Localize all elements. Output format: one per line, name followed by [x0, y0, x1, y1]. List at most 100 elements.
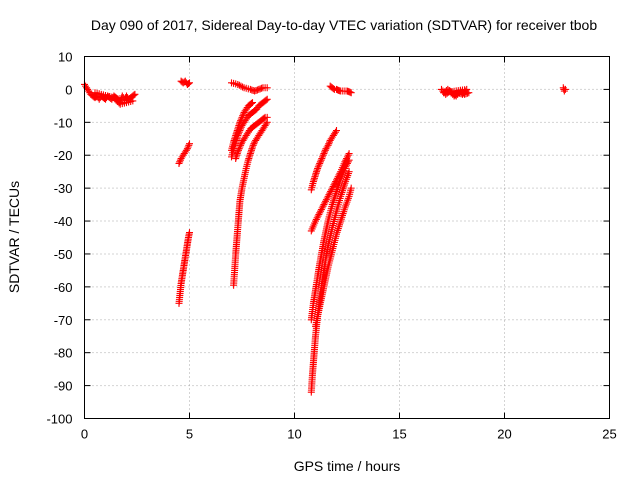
data-point: [235, 130, 242, 138]
data-point: [313, 214, 321, 222]
data-point: [319, 202, 327, 210]
data-point: [329, 85, 337, 93]
data-point: [249, 143, 256, 151]
series-pass-6: [228, 79, 271, 95]
data-point: [330, 195, 338, 203]
data-point: [326, 189, 334, 197]
data-point: [237, 141, 245, 149]
data-point: [324, 192, 332, 200]
data-point: [345, 150, 353, 158]
x-tick-label: 20: [497, 427, 511, 442]
data-point: [316, 159, 324, 167]
data-point: [321, 146, 329, 154]
x-tick-label: 5: [186, 427, 193, 442]
data-point: [343, 159, 351, 167]
data-point: [342, 163, 350, 171]
data-point: [176, 158, 184, 166]
data-point: [330, 181, 338, 189]
y-tick-label: -40: [54, 214, 73, 229]
data-point: [315, 210, 323, 218]
data-point: [263, 84, 271, 92]
data-point: [237, 125, 245, 133]
x-tick-label: 0: [81, 427, 88, 442]
y-tick-label: -70: [54, 313, 73, 328]
data-point: [234, 80, 242, 88]
data-point: [347, 89, 355, 97]
y-tick-label: -100: [46, 412, 72, 427]
axis-ticks: 10 0 -10 -20 -30 -40 -50 -60 -70 -80 -90 -100 0 5 10 15…: [46, 50, 616, 442]
data-point: [341, 164, 349, 172]
data-point: [182, 146, 190, 154]
data-point: [130, 91, 138, 99]
series-pass-11: [326, 82, 355, 97]
y-tick-label: 10: [58, 50, 72, 65]
data-point: [345, 168, 353, 176]
data-point: [340, 208, 348, 216]
series-pass-9: [232, 113, 271, 163]
data-point: [237, 123, 245, 131]
data-point: [316, 209, 324, 217]
data-point: [560, 87, 568, 95]
data-point: [323, 143, 331, 151]
data-point: [263, 95, 271, 103]
data-point: [235, 145, 243, 153]
x-tick-label: 15: [392, 427, 406, 442]
data-point: [320, 201, 328, 209]
data-point: [335, 223, 343, 231]
series-pass-18: [559, 84, 569, 95]
data-point: [339, 210, 347, 218]
data-point: [314, 212, 322, 220]
data-point: [234, 148, 242, 156]
y-tick-label: -50: [54, 247, 73, 262]
data-point: [321, 148, 329, 156]
data-point: [235, 146, 242, 154]
data-point: [321, 199, 329, 207]
data-point: [186, 79, 193, 87]
data-point: [317, 206, 325, 214]
data-point: [331, 128, 339, 136]
data-point: [319, 153, 326, 161]
data-point: [333, 187, 340, 195]
data-point: [185, 141, 193, 149]
series-pass-3: [177, 77, 193, 88]
series-pass-16: [312, 184, 355, 330]
series-pass-10: [230, 118, 271, 289]
data-point: [339, 211, 346, 219]
data-point: [237, 140, 245, 148]
data-point: [186, 229, 193, 237]
data-point: [347, 184, 355, 192]
data-point: [176, 156, 184, 164]
data-point: [329, 182, 337, 190]
data-point: [315, 161, 323, 169]
data-point: [339, 185, 347, 193]
series-pass-5: [175, 229, 193, 307]
data-point: [249, 99, 256, 107]
y-tick-label: -60: [54, 280, 73, 295]
data-point: [183, 145, 191, 153]
data-point: [250, 140, 258, 148]
data-point: [131, 90, 139, 98]
data-point: [337, 190, 345, 198]
data-point: [345, 156, 353, 164]
data-point: [336, 221, 343, 229]
series-pass-4: [175, 140, 193, 167]
data-point: [343, 161, 351, 169]
data-point: [322, 197, 330, 205]
data-point: [324, 141, 332, 149]
data-point: [175, 159, 183, 167]
data-point: [237, 82, 245, 90]
y-tick-label: -80: [54, 346, 73, 361]
data-point: [333, 127, 340, 135]
x-tick-label: 25: [602, 427, 616, 442]
series-pass-2: [91, 89, 137, 108]
data-point: [317, 207, 325, 215]
data-point: [234, 131, 242, 139]
data-point: [327, 187, 335, 195]
data-point: [325, 191, 333, 199]
data-point: [184, 80, 192, 88]
series-pass-12: [307, 127, 340, 194]
data-point: [318, 204, 326, 212]
data-point: [186, 140, 193, 148]
data-point: [236, 143, 244, 151]
